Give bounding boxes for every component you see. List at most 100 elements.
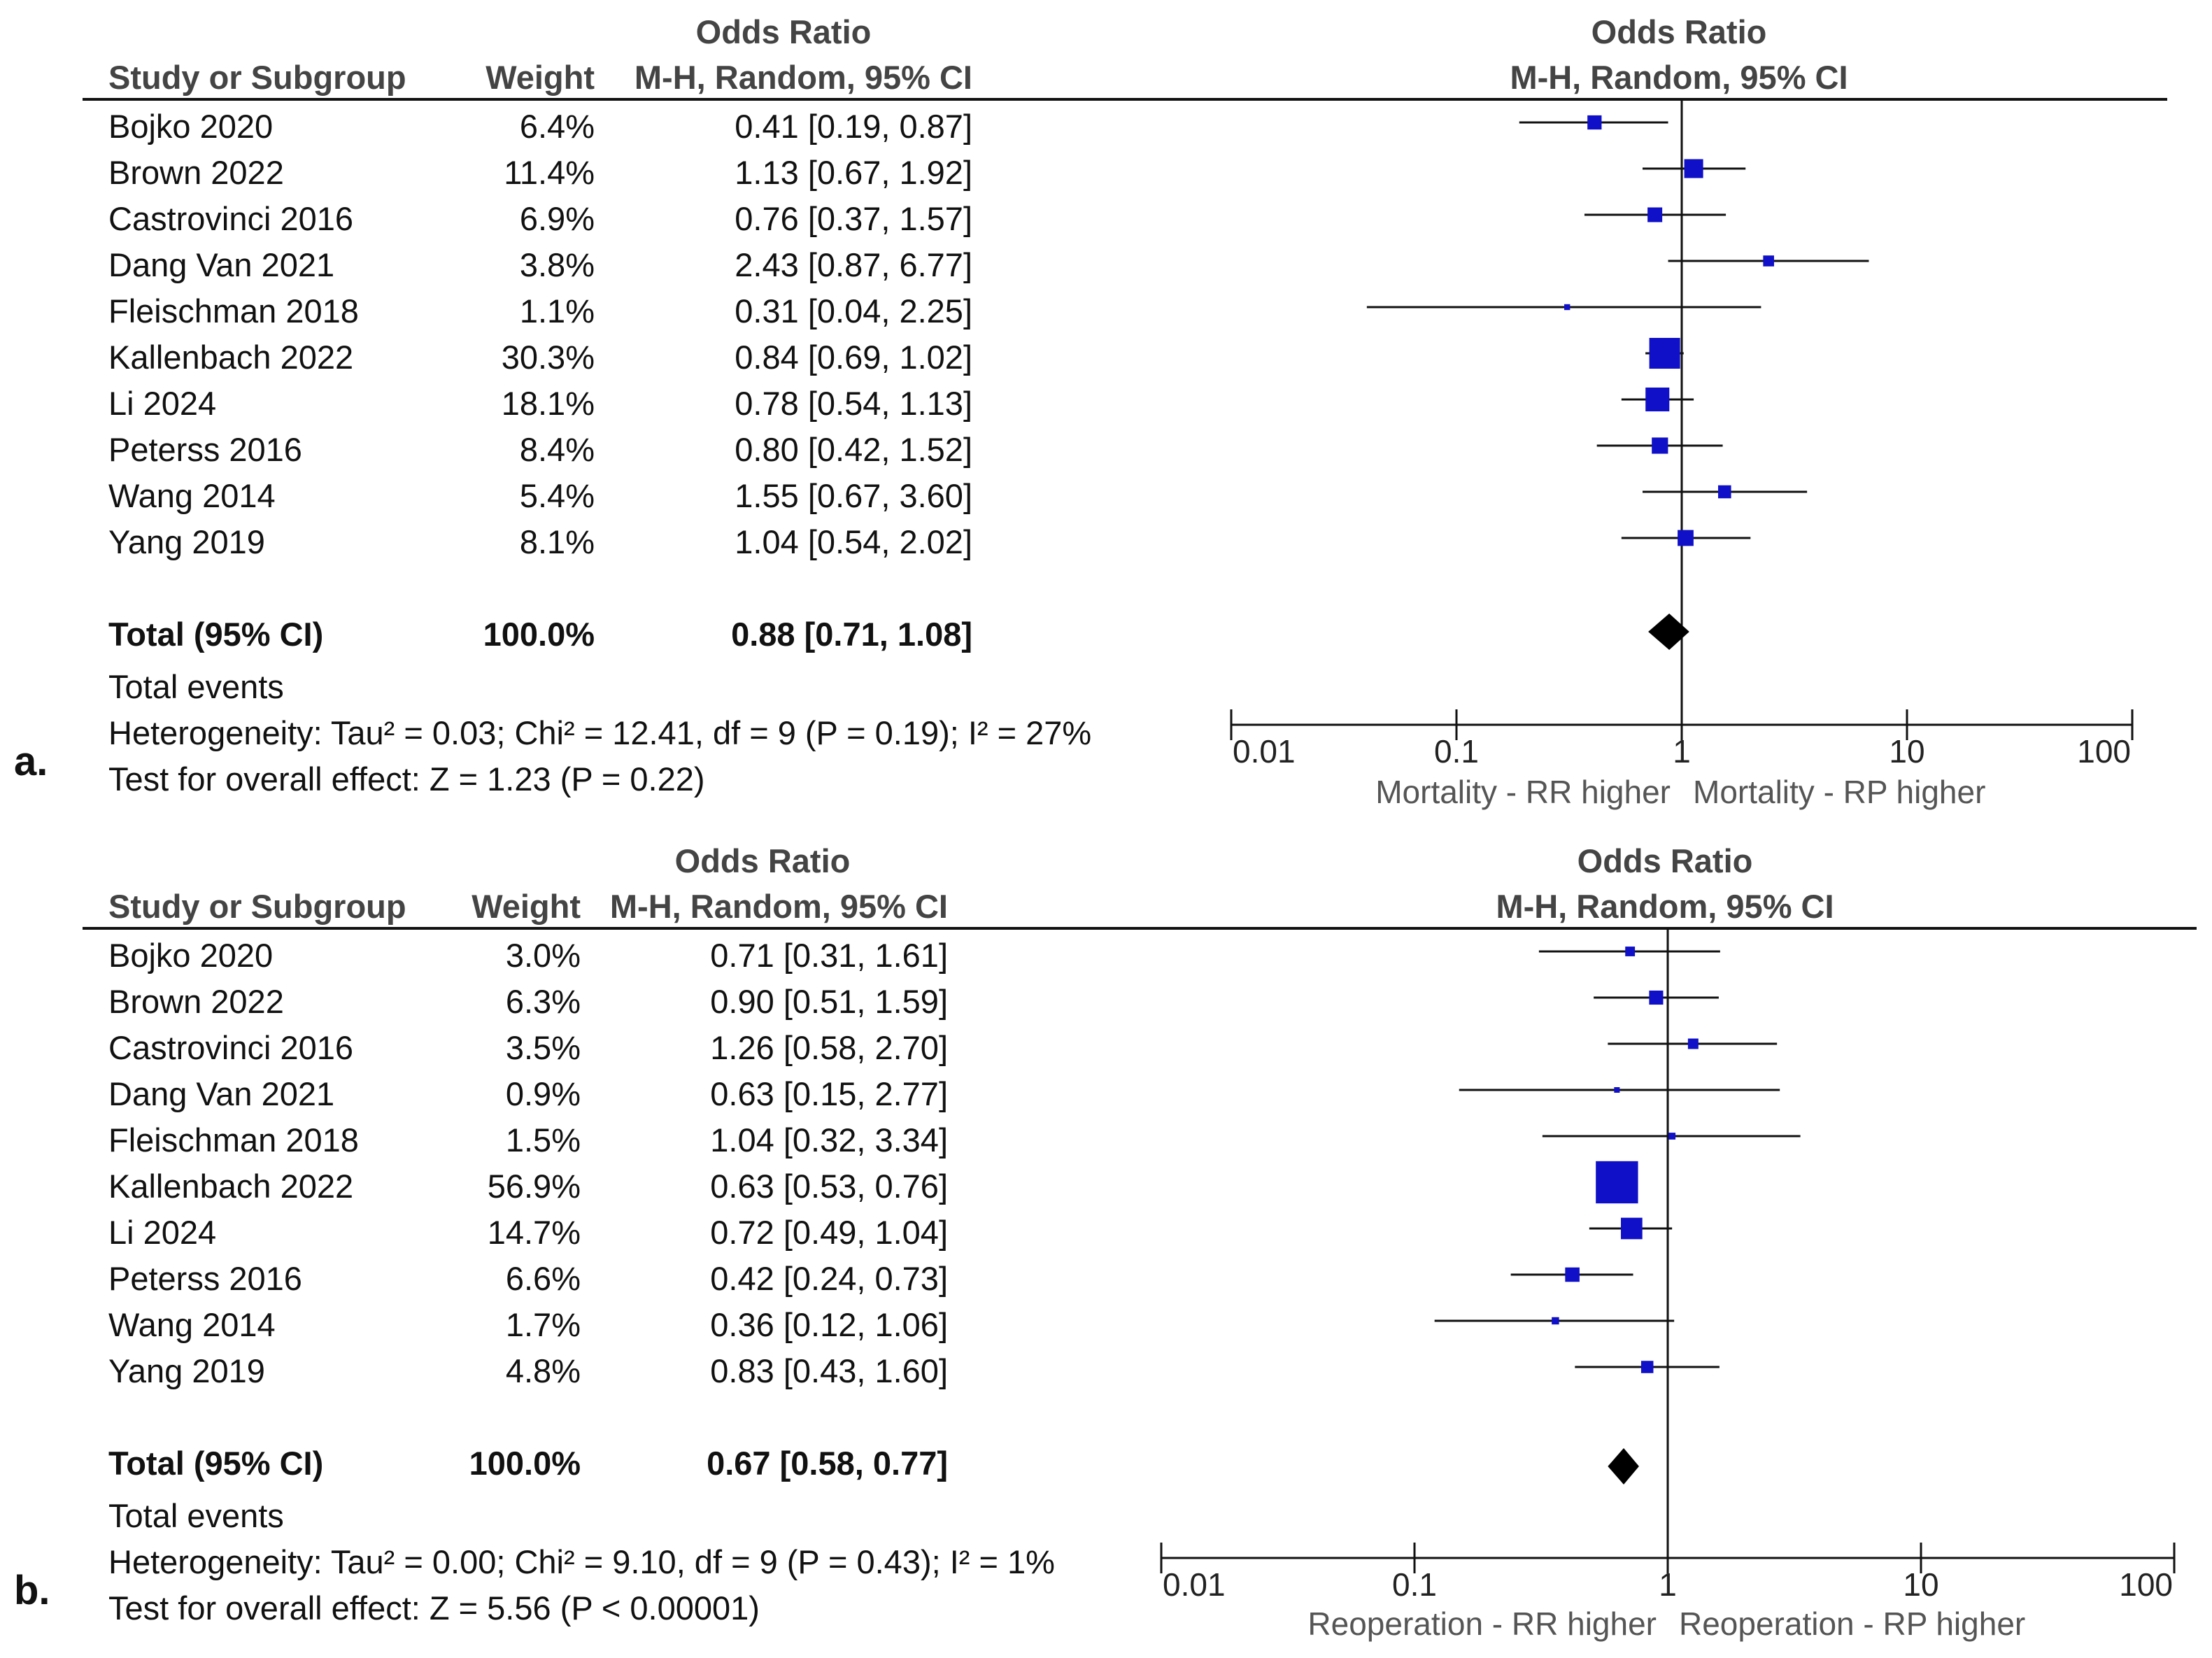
study-effect-marker xyxy=(1684,159,1703,178)
study-name: Kallenbach 2022 xyxy=(108,1168,354,1205)
study-name: Kallenbach 2022 xyxy=(108,339,354,376)
x-tick-label: 1 xyxy=(1659,1566,1677,1603)
study-weight: 11.4% xyxy=(504,154,595,191)
study-effect-marker xyxy=(1652,437,1668,454)
study-weight: 56.9% xyxy=(487,1168,581,1205)
study-ci: 1.04 [0.54, 2.02] xyxy=(735,523,972,560)
overall-effect-text: Test for overall effect: Z = 5.56 (P < 0… xyxy=(108,1589,760,1627)
header-rule xyxy=(83,927,2197,930)
study-weight: 0.9% xyxy=(505,1075,581,1112)
forest-plot-reoperation: Odds Ratio Study or Subgroup Weight M-H,… xyxy=(0,829,2212,1658)
study-effect-marker xyxy=(1552,1317,1559,1325)
total-ci: 0.67 [0.58, 0.77] xyxy=(707,1445,948,1482)
study-weight: 4.8% xyxy=(505,1352,581,1389)
total-label: Total (95% CI) xyxy=(108,616,324,653)
plot-title: Odds Ratio xyxy=(1591,13,1767,50)
left-title: Odds Ratio xyxy=(674,842,851,879)
col-weight-header: Weight xyxy=(485,59,595,96)
col-study-header: Study or Subgroup xyxy=(108,888,406,925)
study-weight: 3.8% xyxy=(519,246,595,283)
study-name: Yang 2019 xyxy=(108,1352,265,1389)
study-weight: 1.7% xyxy=(505,1306,581,1343)
total-ci: 0.88 [0.71, 1.08] xyxy=(731,616,972,653)
study-weight: 30.3% xyxy=(501,339,595,376)
study-ci: 0.90 [0.51, 1.59] xyxy=(710,983,948,1020)
study-name: Yang 2019 xyxy=(108,523,265,560)
study-name: Fleischman 2018 xyxy=(108,292,359,330)
x-tick-label: 0.1 xyxy=(1434,733,1479,770)
x-tick-label: 10 xyxy=(1903,1566,1938,1603)
study-weight: 3.5% xyxy=(505,1029,581,1066)
study-weight: 6.9% xyxy=(519,200,595,237)
study-name: Brown 2022 xyxy=(108,983,284,1020)
study-ci: 0.41 [0.19, 0.87] xyxy=(735,108,972,145)
study-ci: 1.04 [0.32, 3.34] xyxy=(710,1121,948,1159)
study-name: Wang 2014 xyxy=(108,477,276,514)
x-tick-label: 100 xyxy=(2077,733,2131,770)
panel-label: b. xyxy=(14,1568,50,1613)
study-name: Li 2024 xyxy=(108,1214,217,1251)
study-effect-marker xyxy=(1596,1161,1638,1204)
study-weight: 8.1% xyxy=(519,523,595,560)
study-weight: 1.5% xyxy=(505,1121,581,1159)
pooled-effect-diamond xyxy=(1608,1448,1639,1485)
study-weight: 3.0% xyxy=(505,937,581,974)
study-effect-marker xyxy=(1564,304,1571,311)
study-name: Fleischman 2018 xyxy=(108,1121,359,1159)
study-ci: 2.43 [0.87, 6.77] xyxy=(735,246,972,283)
study-effect-marker xyxy=(1645,387,1670,412)
study-name: Dang Van 2021 xyxy=(108,246,335,283)
study-weight: 5.4% xyxy=(519,477,595,514)
study-ci: 0.36 [0.12, 1.06] xyxy=(710,1306,948,1343)
study-effect-marker xyxy=(1687,1038,1699,1049)
panel-label: a. xyxy=(14,739,48,784)
study-ci: 0.83 [0.43, 1.60] xyxy=(710,1352,948,1389)
study-ci: 0.42 [0.24, 0.73] xyxy=(710,1260,948,1297)
x-tick-label: 0.1 xyxy=(1392,1566,1437,1603)
study-weight: 6.4% xyxy=(519,108,595,145)
study-name: Bojko 2020 xyxy=(108,937,274,974)
study-effect-marker xyxy=(1717,485,1731,499)
study-ci: 0.71 [0.31, 1.61] xyxy=(710,937,948,974)
study-effect-marker xyxy=(1625,947,1636,956)
favours-left-label: Mortality - RR higher xyxy=(1375,774,1671,810)
study-effect-marker xyxy=(1587,115,1602,130)
study-effect-marker xyxy=(1763,255,1774,267)
forest-plot-area: 0.01 0.1 1 10 100 Mortality - RR higher Mortal… xyxy=(1230,98,2134,810)
study-name: Brown 2022 xyxy=(108,154,284,191)
study-effect-marker xyxy=(1565,1267,1580,1282)
study-weight: 14.7% xyxy=(487,1214,581,1251)
study-ci: 1.13 [0.67, 1.92] xyxy=(735,154,972,191)
plot-title: Odds Ratio xyxy=(1577,842,1753,879)
study-effect-marker xyxy=(1678,530,1694,546)
col-weight-header: Weight xyxy=(472,888,581,925)
col-study-header: Study or Subgroup xyxy=(108,59,406,96)
x-tick-label: 100 xyxy=(2119,1566,2173,1603)
study-weight: 6.6% xyxy=(505,1260,581,1297)
study-ci: 0.76 [0.37, 1.57] xyxy=(735,200,972,237)
plot-subtitle: M-H, Random, 95% CI xyxy=(1510,59,1848,96)
x-tick-label: 1 xyxy=(1673,733,1691,770)
study-effect-marker xyxy=(1647,207,1663,222)
plot-subtitle: M-H, Random, 95% CI xyxy=(1496,888,1834,925)
study-ci: 0.72 [0.49, 1.04] xyxy=(710,1214,948,1251)
study-ci: 0.63 [0.53, 0.76] xyxy=(710,1168,948,1205)
x-tick-label: 0.01 xyxy=(1233,733,1296,770)
study-ci: 1.26 [0.58, 2.70] xyxy=(710,1029,948,1066)
heterogeneity-text: Heterogeneity: Tau² = 0.00; Chi² = 9.10,… xyxy=(108,1543,1055,1580)
x-tick-label: 10 xyxy=(1889,733,1924,770)
study-ci: 0.63 [0.15, 2.77] xyxy=(710,1075,948,1112)
study-effect-marker xyxy=(1640,1361,1654,1373)
favours-right-label: Mortality - RP higher xyxy=(1693,774,1985,810)
header-rule xyxy=(83,98,2167,101)
study-weight: 6.3% xyxy=(505,983,581,1020)
study-effect-marker xyxy=(1621,1217,1643,1240)
study-effect-marker xyxy=(1649,990,1664,1005)
study-name: Castrovinci 2016 xyxy=(108,1029,354,1066)
study-effect-marker xyxy=(1614,1087,1620,1093)
total-weight: 100.0% xyxy=(483,616,595,653)
forest-plot-mortality: Odds Ratio Study or Subgroup Weight M-H,… xyxy=(14,13,2167,810)
study-weight: 8.4% xyxy=(519,431,595,468)
study-name: Bojko 2020 xyxy=(108,108,274,145)
study-name: Dang Van 2021 xyxy=(108,1075,335,1112)
